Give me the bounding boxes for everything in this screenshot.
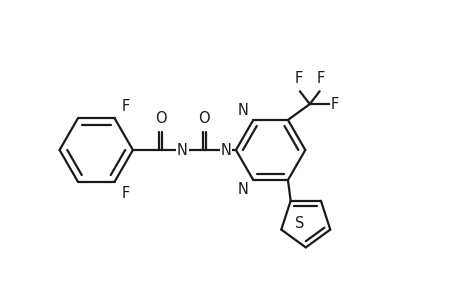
Text: F: F bbox=[316, 71, 324, 86]
Text: F: F bbox=[121, 186, 129, 201]
Text: N: N bbox=[177, 142, 187, 158]
Text: F: F bbox=[330, 97, 338, 112]
Text: N: N bbox=[237, 103, 248, 118]
Text: O: O bbox=[155, 111, 166, 126]
Text: F: F bbox=[294, 71, 302, 86]
Text: O: O bbox=[198, 111, 210, 126]
Text: N: N bbox=[220, 142, 231, 158]
Text: S: S bbox=[295, 216, 304, 231]
Text: F: F bbox=[121, 99, 129, 114]
Text: N: N bbox=[237, 182, 248, 197]
